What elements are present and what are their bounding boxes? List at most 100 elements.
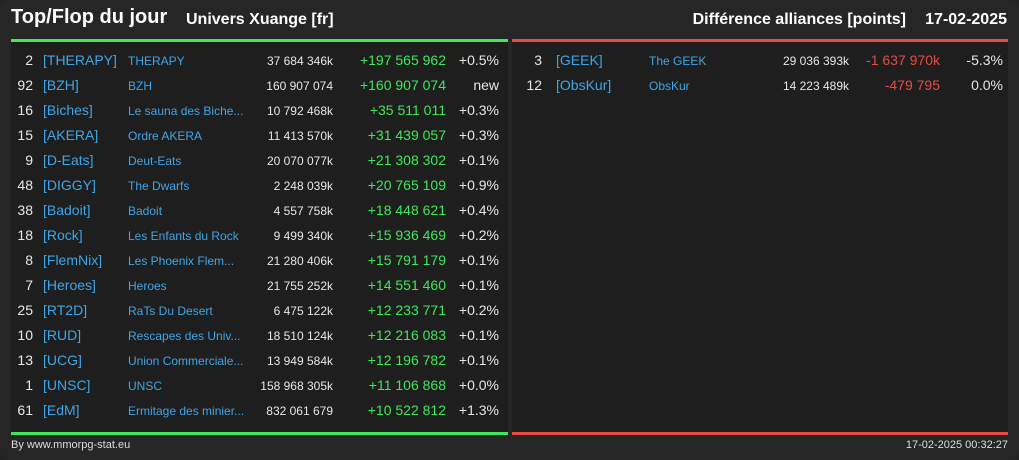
- rank-value: 61: [17, 402, 33, 418]
- top-alliance-row: 38 [Badoit] Badoit 4 557 758k +18 448 621 +0.…: [11, 198, 508, 223]
- points-value: 37 684 346k: [266, 54, 333, 68]
- top-alliance-row: 10 [RUD] Rescapes des Univ... 18 510 124k +1…: [11, 323, 508, 348]
- percent-change: +1.3%: [458, 402, 499, 418]
- alliance-tag-link[interactable]: [AKERA]: [43, 127, 99, 143]
- percent-change: -5.3%: [966, 52, 1003, 68]
- points-value: 832 061 679: [266, 404, 333, 418]
- alliance-tag-link[interactable]: [D-Eats]: [43, 152, 94, 168]
- points-value: 6 475 122k: [273, 304, 333, 318]
- points-value: 4 557 758k: [273, 204, 333, 218]
- top-alliance-row: 15 [AKERA] Ordre AKERA 11 413 570k +31 439 0…: [11, 123, 508, 148]
- alliance-name-link[interactable]: Badoit: [128, 204, 163, 218]
- alliance-tag-link[interactable]: [FlemNix]: [43, 252, 103, 268]
- alliance-tag-link[interactable]: [RUD]: [43, 327, 82, 343]
- alliance-tag-link[interactable]: [UCG]: [43, 352, 82, 368]
- alliance-tag-link[interactable]: [BZH]: [43, 77, 79, 93]
- alliance-tag-link[interactable]: [Badoit]: [43, 202, 91, 218]
- points-value: 18 510 124k: [266, 329, 333, 343]
- points-value: 21 280 406k: [266, 254, 333, 268]
- alliance-tag-link[interactable]: [ObsKur]: [556, 77, 612, 93]
- points-diff-value: +20 765 109: [367, 177, 446, 193]
- points-diff-value: +14 551 460: [367, 277, 446, 293]
- rank-value: 2: [25, 52, 33, 68]
- alliance-name-link[interactable]: BZH: [128, 79, 152, 93]
- alliance-tag-link[interactable]: [Heroes]: [43, 277, 96, 293]
- rank-value: 18: [17, 227, 33, 243]
- alliance-name-link[interactable]: Ordre AKERA: [128, 129, 203, 143]
- rank-value: 92: [17, 77, 33, 93]
- points-value: 20 070 077k: [266, 154, 333, 168]
- points-value: 2 248 039k: [273, 179, 333, 193]
- points-value: 14 223 489k: [782, 79, 849, 93]
- percent-change: 0.0%: [971, 77, 1003, 93]
- top-alliance-row: 8 [FlemNix] Les Phoenix Flem... 21 280 406k…: [11, 248, 508, 273]
- alliance-name-link[interactable]: Le sauna des Biche...: [128, 104, 244, 118]
- points-value: 29 036 393k: [782, 54, 849, 68]
- points-diff-value: +15 791 179: [367, 252, 446, 268]
- points-diff-value: -479 795: [884, 77, 940, 93]
- points-diff-value: +160 907 074: [359, 77, 446, 93]
- points-value: 9 499 340k: [273, 229, 333, 243]
- rank-value: 25: [17, 302, 33, 318]
- rank-value: 38: [17, 202, 33, 218]
- percent-change: +0.2%: [458, 302, 499, 318]
- rank-value: 9: [25, 152, 33, 168]
- points-diff-value: +10 522 812: [367, 402, 446, 418]
- generated-timestamp: 17-02-2025 00:32:27: [905, 439, 1008, 451]
- alliance-name-link[interactable]: Ermitage des minier...: [128, 404, 245, 418]
- alliance-name-link[interactable]: The Dwarfs: [128, 179, 190, 193]
- rank-value: 13: [17, 352, 33, 368]
- points-value: 158 968 305k: [260, 379, 333, 393]
- rank-value: 1: [25, 377, 33, 393]
- top-alliance-row: 92 [BZH] BZH 160 907 074 +160 907 074 new: [11, 73, 508, 98]
- percent-change: +0.1%: [458, 327, 499, 343]
- alliance-tag-link[interactable]: [UNSC]: [43, 377, 91, 393]
- percent-change: +0.3%: [458, 127, 499, 143]
- percent-change: +0.9%: [458, 177, 499, 193]
- percent-change: +0.5%: [458, 52, 499, 68]
- alliance-name-link[interactable]: RaTs Du Desert: [128, 304, 213, 318]
- alliance-tag-link[interactable]: [RT2D]: [43, 302, 88, 318]
- percent-change: +0.3%: [458, 102, 499, 118]
- alliance-name-link[interactable]: ObsKur: [649, 79, 690, 93]
- top-alliance-row: 2 [THERAPY] THERAPY 37 684 346k +197 565 962…: [11, 48, 508, 73]
- rank-value: 12: [526, 77, 542, 93]
- points-value: 10 792 468k: [266, 104, 333, 118]
- points-value: 13 949 584k: [266, 354, 333, 368]
- alliance-tag-link[interactable]: [Rock]: [43, 227, 83, 243]
- alliance-tag-link[interactable]: [DIGGY]: [43, 177, 96, 193]
- alliance-name-link[interactable]: Rescapes des Univ...: [128, 329, 241, 343]
- alliance-name-link[interactable]: UNSC: [128, 379, 163, 393]
- alliance-tag-link[interactable]: [GEEK]: [556, 52, 603, 68]
- points-diff-value: +12 216 083: [367, 327, 446, 343]
- points-diff-value: +31 439 057: [367, 127, 446, 143]
- alliance-name-link[interactable]: Deut-Eats: [128, 154, 182, 168]
- alliance-name-link[interactable]: THERAPY: [128, 54, 185, 68]
- ranking-type-label: Différence alliances [points]: [692, 11, 906, 28]
- percent-change: +0.0%: [458, 377, 499, 393]
- percent-change: +0.1%: [458, 252, 499, 268]
- alliance-tag-link[interactable]: [Biches]: [43, 102, 93, 118]
- alliance-name-link[interactable]: Heroes: [128, 279, 167, 293]
- points-diff-value: +15 936 469: [367, 227, 446, 243]
- top-alliance-row: 61 [EdM] Ermitage des minier... 832 061 679…: [11, 398, 508, 423]
- top-alliance-row: 25 [RT2D] RaTs Du Desert 6 475 122k +12 233 …: [11, 298, 508, 323]
- alliance-name-link[interactable]: Les Enfants du Rock: [128, 229, 239, 243]
- alliance-name-link[interactable]: Les Phoenix Flem...: [128, 254, 235, 268]
- percent-change: +0.2%: [458, 227, 499, 243]
- flop-alliance-row: 3 [GEEK] The GEEK 29 036 393k -1 637 970k -5.…: [512, 48, 1008, 73]
- rank-value: 7: [25, 277, 33, 293]
- percent-change: new: [473, 77, 499, 93]
- top-alliance-row: 16 [Biches] Le sauna des Biche... 10 792 46…: [11, 98, 508, 123]
- alliance-tag-link[interactable]: [THERAPY]: [43, 52, 117, 68]
- top-gainers-panel: 2 [THERAPY] THERAPY 37 684 346k +197 565 962…: [11, 39, 508, 435]
- top-alliance-row: 1 [UNSC] UNSC 158 968 305k +11 106 868 +0.0%: [11, 373, 508, 398]
- alliance-tag-link[interactable]: [EdM]: [43, 402, 80, 418]
- points-diff-value: -1 637 970k: [866, 52, 940, 68]
- points-diff-value: +197 565 962: [359, 52, 446, 68]
- points-value: 11 413 570k: [267, 129, 333, 143]
- alliance-name-link[interactable]: Union Commerciale...: [128, 354, 244, 368]
- site-credit-link[interactable]: By www.mmorpg-stat.eu: [11, 439, 131, 451]
- alliance-name-link[interactable]: The GEEK: [649, 54, 707, 68]
